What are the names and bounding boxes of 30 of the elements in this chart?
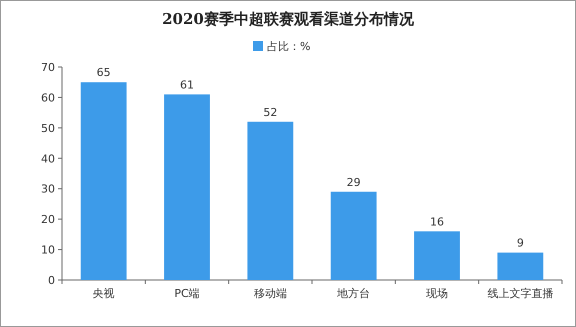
bar (80, 82, 127, 280)
chart-title: 2020赛季中超联赛观看渠道分布情况 (162, 10, 415, 28)
data-label: 61 (180, 78, 194, 92)
legend: 占比：% (253, 40, 310, 53)
y-tick-label: 70 (41, 61, 55, 74)
bar (247, 122, 294, 280)
bar (164, 94, 210, 280)
y-tick-label: 20 (41, 213, 55, 226)
x-tick-label: 现场 (426, 287, 448, 300)
x-tick-label: 移动端 (254, 287, 287, 300)
legend-label: 占比：% (267, 40, 310, 53)
plot: 0 10 20 30 40 50 60 70 央视 PC端 移动端 地方台 现场 线上文字直播 65 61 52 29 16 9 (41, 61, 562, 300)
data-label: 65 (96, 66, 111, 80)
y-tick-label: 10 (41, 244, 55, 257)
data-label: 9 (516, 236, 524, 250)
x-tick-label: PC端 (174, 287, 200, 300)
bar (497, 252, 544, 280)
x-tick-label: 地方台 (336, 287, 370, 300)
x-tick-label: 线上文字直播 (487, 287, 554, 300)
data-label: 16 (430, 215, 444, 228)
x-tick-label: 央视 (92, 287, 115, 300)
y-tick-label: 50 (41, 122, 55, 135)
y-tick-label: 60 (41, 91, 55, 104)
data-label: 52 (263, 106, 278, 119)
bar (414, 231, 460, 280)
bar (330, 192, 377, 280)
y-tick-label: 0 (48, 274, 55, 287)
data-label: 29 (346, 176, 361, 189)
y-tick-label: 30 (41, 182, 55, 196)
y-tick-label: 40 (41, 152, 55, 166)
